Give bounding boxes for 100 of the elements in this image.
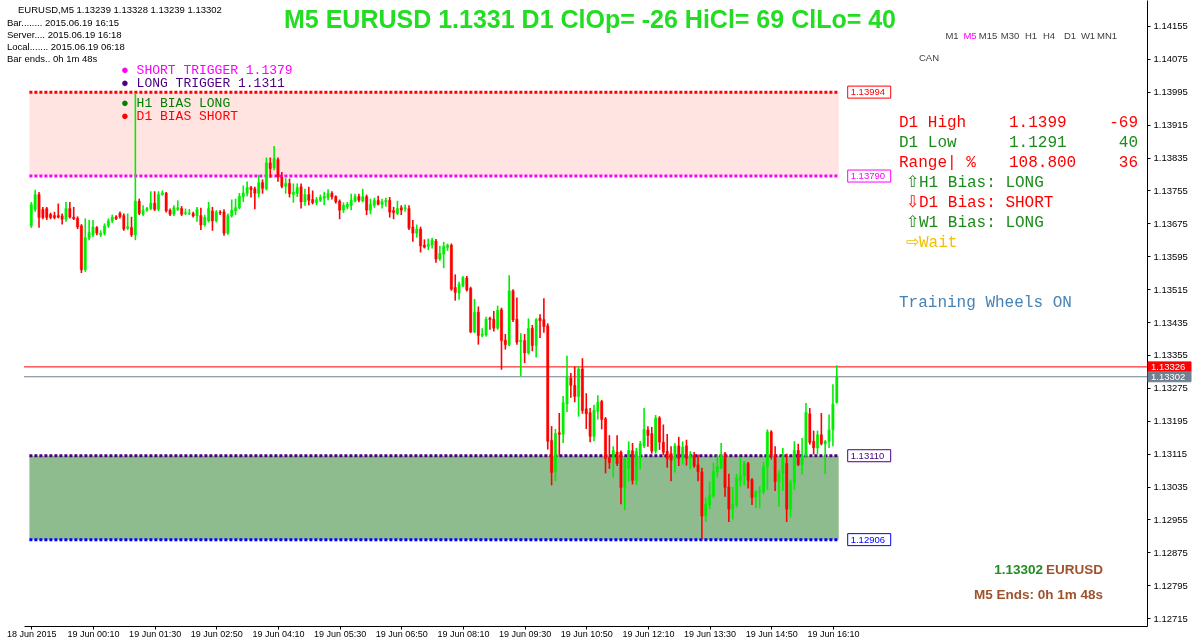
candlestick [519, 333, 523, 377]
candlestick [446, 243, 449, 251]
y-tick-label: 1.14075 [1153, 53, 1188, 65]
x-tick-label: 19 Jun 04:10 [252, 628, 305, 639]
ref-line-label: 1.13302 [1151, 370, 1186, 382]
annotation: 36 [1118, 154, 1138, 172]
annotation: D1 High [899, 114, 967, 132]
x-tick-label: 19 Jun 16:10 [807, 628, 860, 639]
annotation: D1 Low [899, 134, 958, 152]
x-tick-label: 19 Jun 01:30 [129, 628, 182, 639]
candlestick [380, 198, 384, 209]
candlestick [268, 157, 272, 178]
y-tick-label: 1.12715 [1153, 612, 1188, 624]
candlestick [673, 442, 677, 473]
y-tick-label: 1.13675 [1153, 217, 1188, 229]
candlestick [434, 238, 438, 263]
candlestick [272, 146, 276, 171]
annotation: 40 [1118, 134, 1138, 152]
candlestick [37, 192, 41, 228]
x-tick-label: 18 Jun 2015 [7, 628, 57, 639]
candlestick [399, 205, 403, 216]
candlestick [442, 241, 446, 269]
x-tick-label: 19 Jun 10:50 [560, 628, 613, 639]
y-tick-label: 1.13995 [1153, 86, 1188, 98]
x-tick-label: 19 Jun 06:50 [375, 628, 428, 639]
candlestick [149, 191, 153, 211]
x-tick-label: 19 Jun 09:30 [499, 628, 552, 639]
candlestick [484, 316, 488, 337]
candlestick [611, 446, 615, 478]
y-tick-label: 1.13115 [1153, 448, 1188, 460]
candlestick [180, 206, 184, 216]
x-tick-label: 19 Jun 05:30 [314, 628, 367, 639]
candlestick [261, 179, 264, 194]
y-tick-label: 1.14155 [1153, 20, 1188, 32]
candlestick [164, 192, 168, 213]
candlestick [338, 199, 342, 220]
x-tick-label: 19 Jun 08:10 [437, 628, 490, 639]
candlestick [322, 192, 326, 206]
annotation: M5 [963, 30, 977, 41]
y-tick-label: 1.12875 [1153, 546, 1188, 558]
y-tick-label: 1.13035 [1153, 481, 1188, 493]
annotation: M1 [945, 30, 959, 41]
annotation: ⇩D1 Bias: SHORT [906, 194, 1054, 212]
candlestick [299, 183, 303, 209]
y-tick-label: 1.13355 [1153, 349, 1188, 361]
candlestick [157, 191, 160, 211]
candlestick [527, 318, 530, 355]
candlestick [403, 204, 407, 212]
candlestick [176, 200, 180, 211]
candlestick [130, 216, 133, 237]
candlestick [530, 324, 534, 352]
candlestick [342, 202, 345, 214]
candlestick [388, 197, 392, 218]
chart-title: M5 EURUSD 1.1331 D1 ClOp= -26 HiCl= 69 ClLo= 40 [283, 5, 897, 33]
annotation: Bar ends.. 0h 1m 48s [7, 53, 98, 64]
annotation: ⇨Wait [906, 234, 958, 252]
candlestick [426, 238, 430, 251]
candlestick [369, 198, 372, 215]
annotation: Local....... 2015.06.19 06:18 [7, 41, 125, 52]
ref-line-label: 1.13326 [1151, 360, 1186, 372]
y-tick-label: 1.13595 [1153, 250, 1188, 262]
candlestick [492, 310, 496, 332]
x-tick-label: 19 Jun 12:10 [622, 628, 675, 639]
ref-line-label: 1.13790 [850, 170, 886, 182]
annotation: ⇧H1 Bias: LONG [906, 174, 1044, 192]
candlestick [557, 412, 561, 457]
candlestick [211, 206, 214, 231]
annotation: Bar........ 2015.06.19 16:15 [7, 17, 119, 28]
candlestick [681, 441, 685, 465]
x-tick-label: 19 Jun 00:10 [67, 628, 120, 639]
candlestick [766, 429, 769, 490]
annotation: 1.13302 [994, 562, 1043, 577]
y-tick-label: 1.13755 [1153, 184, 1188, 196]
candlestick [184, 208, 187, 216]
ref-line-label: 1.12906 [850, 533, 886, 545]
annotation: M5 Ends: 0h 1m 48s [973, 587, 1103, 602]
candlestick [53, 211, 56, 220]
annotation: 108.800 [1009, 154, 1077, 172]
annotation: EURUSD,M5 1.13239 1.13328 1.13239 1.13302 [18, 4, 222, 15]
y-tick-label: 1.13915 [1153, 119, 1188, 131]
candlestick [288, 178, 291, 198]
candlestick [796, 443, 800, 466]
candlestick [291, 183, 295, 203]
annotation: 1.1291 [1009, 134, 1067, 152]
y-tick-label: 1.12955 [1153, 513, 1188, 525]
candlestick [816, 430, 819, 455]
annotation: CAN [918, 52, 940, 63]
annotation: ⇧W1 Bias: LONG [906, 214, 1044, 232]
candlestick [523, 334, 527, 364]
candlestick [496, 305, 500, 330]
x-tick-label: 19 Jun 14:50 [745, 628, 798, 639]
annotation: -69 [1109, 114, 1138, 132]
annotation: W1 [1080, 30, 1096, 41]
y-tick-label: 1.13435 [1153, 316, 1188, 328]
annotation: EURUSD [1045, 562, 1104, 577]
candlestick [396, 200, 399, 216]
annotation: H4 [1042, 30, 1056, 41]
annotation: MN1 [1096, 30, 1118, 41]
candlestick [658, 416, 661, 450]
candlestick [384, 197, 388, 207]
